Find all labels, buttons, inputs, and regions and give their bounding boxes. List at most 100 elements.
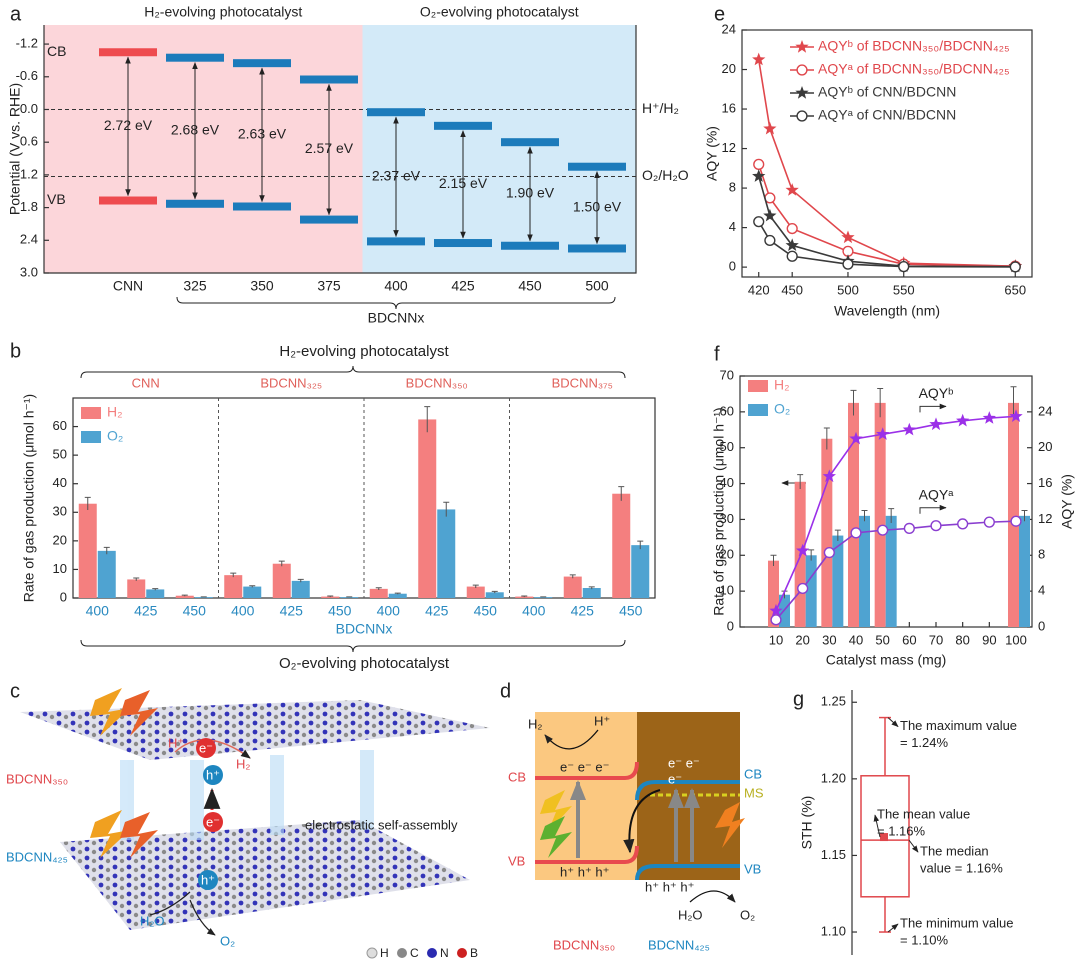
label: H⁺ bbox=[168, 735, 184, 750]
y-tick-label: 50 bbox=[720, 439, 734, 454]
y-tick-label: 0 bbox=[729, 259, 736, 274]
data-point bbox=[1009, 261, 1021, 273]
data-point bbox=[763, 121, 777, 135]
interaction-glow bbox=[120, 750, 374, 840]
error-bar bbox=[84, 496, 91, 510]
bottom-label: O₂-evolving photocatalyst bbox=[279, 655, 450, 672]
x-tick-label: 100 bbox=[1005, 632, 1027, 647]
bar bbox=[369, 588, 388, 598]
bandgap-label: 2.57 eV bbox=[305, 140, 354, 156]
light-bolt bbox=[120, 812, 158, 858]
brace bbox=[176, 296, 616, 310]
series-line bbox=[775, 520, 1017, 621]
error-bar bbox=[249, 585, 256, 588]
x-axis-title: Catalyst mass (mg) bbox=[826, 652, 947, 668]
label: h⁺ h⁺ h⁺ bbox=[560, 864, 610, 879]
legend-label: O₂ bbox=[107, 428, 123, 444]
axis-title: AQY (%) bbox=[1059, 474, 1075, 529]
series-label: AQYᵃ bbox=[919, 486, 955, 502]
panel-c: c H⁺ e⁻ H₂ h⁺ BDCNN₃₅₀ e⁻ electrostatic … bbox=[6, 680, 490, 960]
bar bbox=[97, 550, 116, 598]
reaction bbox=[689, 890, 736, 903]
annotation: value = 1.16% bbox=[920, 861, 1003, 876]
data-point bbox=[797, 582, 809, 595]
bar bbox=[874, 402, 886, 627]
bar bbox=[848, 402, 859, 627]
light-bolt bbox=[715, 802, 745, 848]
y-tick-label: 30 bbox=[720, 511, 734, 526]
brace bbox=[80, 365, 626, 379]
electron bbox=[203, 812, 223, 832]
group-label: BDCNN₃₅₀ bbox=[406, 375, 468, 390]
legend-label: O₂ bbox=[774, 401, 790, 417]
y-tick-label: 8 bbox=[729, 180, 736, 195]
data-point bbox=[929, 417, 943, 431]
error-bar bbox=[861, 509, 868, 522]
atom-label: H bbox=[380, 946, 389, 960]
x-tick-label: 400 bbox=[231, 603, 255, 619]
error-bar bbox=[200, 596, 207, 598]
y-tick-label: 16 bbox=[1038, 475, 1052, 490]
label: h⁺ bbox=[206, 767, 220, 782]
vb-left bbox=[535, 845, 639, 864]
panel-letter: f bbox=[714, 343, 720, 365]
bar bbox=[805, 555, 817, 627]
atom-key bbox=[397, 948, 407, 958]
atom-label: N bbox=[440, 946, 449, 960]
error-bar bbox=[230, 572, 237, 578]
annotation-arrow bbox=[887, 717, 899, 728]
label: H₂O bbox=[140, 913, 165, 928]
y-tick-label: 1.20 bbox=[821, 770, 846, 785]
x-tick-label: 420 bbox=[748, 282, 770, 297]
y-tick-label: 0.0 bbox=[20, 101, 38, 116]
bar bbox=[340, 597, 359, 598]
label: H₂ bbox=[236, 756, 250, 771]
data-point bbox=[753, 216, 765, 228]
error-bar bbox=[181, 594, 188, 597]
y-tick-label: 1.15 bbox=[821, 847, 846, 862]
legend-swatch bbox=[748, 380, 768, 392]
y-tick-label: 20 bbox=[720, 547, 734, 562]
error-bar bbox=[521, 595, 528, 598]
bar bbox=[832, 535, 844, 627]
error-bar bbox=[443, 501, 450, 517]
error-bar bbox=[297, 578, 304, 583]
cb-level bbox=[99, 48, 157, 57]
panel-letter: b bbox=[10, 340, 21, 362]
error-bar bbox=[346, 596, 353, 598]
legend-marker bbox=[795, 40, 809, 53]
plot-frame bbox=[741, 29, 1033, 278]
bar bbox=[243, 586, 262, 598]
group-label: BDCNN₃₂₅ bbox=[260, 375, 322, 390]
atom-label: B bbox=[470, 946, 478, 960]
x-group-label: BDCNNx bbox=[368, 310, 425, 326]
bar bbox=[768, 560, 779, 627]
error-bar bbox=[375, 587, 382, 590]
y-tick-label: 50 bbox=[53, 447, 67, 462]
annotation: The maximum value bbox=[900, 718, 1017, 733]
series-label: AQYᵇ bbox=[919, 385, 954, 401]
vb-right bbox=[635, 864, 740, 881]
bar bbox=[321, 596, 340, 598]
data-point bbox=[876, 427, 890, 440]
bar bbox=[515, 596, 534, 598]
bar bbox=[859, 515, 870, 627]
x-tick-label: 375 bbox=[317, 278, 341, 294]
cb-level bbox=[501, 138, 559, 147]
error-bar bbox=[152, 588, 159, 591]
legend-marker bbox=[796, 64, 808, 76]
bar bbox=[146, 589, 165, 598]
background bbox=[44, 25, 363, 273]
chart-title: H₂-evolving photocatalyst bbox=[279, 343, 449, 360]
y-tick-label: 24 bbox=[722, 21, 736, 36]
error-bar bbox=[850, 389, 857, 416]
y-tick-label: 3.0 bbox=[20, 264, 38, 279]
data-point bbox=[786, 222, 798, 235]
data-point bbox=[930, 520, 942, 532]
data-point bbox=[903, 522, 915, 534]
error-bar bbox=[823, 427, 830, 450]
y-tick-label: 0 bbox=[1038, 618, 1045, 633]
cb-level bbox=[166, 53, 224, 62]
x-tick-label: 350 bbox=[250, 278, 274, 294]
axis-title: Potential (V vs. RHE) bbox=[7, 83, 23, 215]
